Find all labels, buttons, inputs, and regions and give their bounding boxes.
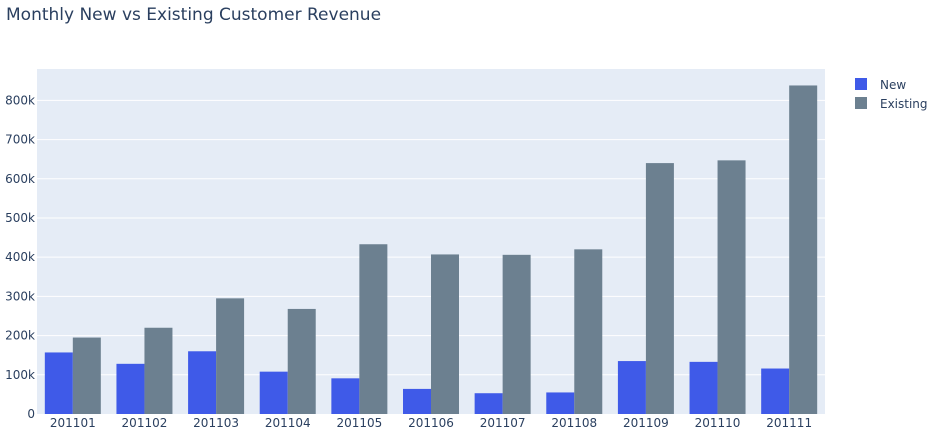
y-tick-label: 300k (5, 289, 35, 303)
bar-existing-201107 (502, 254, 531, 414)
bar-new-201110 (689, 361, 718, 414)
y-tick-label: 400k (5, 250, 35, 264)
y-tick-label: 200k (5, 329, 35, 343)
x-tick-label: 201102 (122, 416, 168, 430)
bar-existing-201105 (359, 244, 388, 414)
x-tick-label: 201104 (265, 416, 311, 430)
x-tick-label: 201103 (193, 416, 239, 430)
legend-label-new: New (880, 78, 906, 92)
bar-new-201108 (546, 392, 575, 414)
bar-existing-201104 (287, 308, 316, 414)
legend: New Existing (855, 78, 928, 111)
legend-swatch-existing (855, 97, 867, 109)
bar-new-201105 (331, 378, 360, 414)
x-tick-label: 201101 (50, 416, 96, 430)
y-tick-label: 500k (5, 211, 35, 225)
y-tick-label: 0 (27, 407, 35, 421)
x-tick-label: 201106 (408, 416, 454, 430)
y-tick-label: 700k (5, 133, 35, 147)
bar-existing-201110 (717, 160, 746, 414)
x-tick-label: 201108 (551, 416, 597, 430)
y-tick-label: 600k (5, 172, 35, 186)
bar-existing-201102 (144, 327, 173, 414)
bar-existing-201106 (431, 254, 459, 414)
bars (44, 85, 818, 414)
bar-existing-201109 (645, 163, 674, 414)
legend-swatch-new (855, 78, 867, 90)
bar-existing-201108 (574, 249, 603, 414)
x-tick-label: 201110 (695, 416, 741, 430)
bar-new-201103 (188, 351, 217, 414)
x-tick-label: 201107 (480, 416, 526, 430)
y-tick-label: 100k (5, 368, 35, 382)
bar-existing-201101 (72, 337, 101, 414)
y-axis: 0 100k 200k 300k 400k 500k 600k 700k 800k (5, 93, 35, 421)
x-tick-label: 201109 (623, 416, 669, 430)
bar-existing-201111 (789, 85, 818, 414)
x-axis: 201101 201102 201103 201104 201105 201106 2011… (50, 416, 812, 430)
bar-new-201106 (403, 388, 431, 414)
x-tick-label: 201111 (766, 416, 812, 430)
chart-title: Monthly New vs Existing Customer Revenue (6, 5, 381, 25)
bar-new-201101 (44, 352, 73, 414)
bar-new-201107 (474, 393, 503, 414)
legend-label-existing: Existing (880, 97, 928, 111)
bar-new-201104 (259, 371, 288, 414)
y-tick-label: 800k (5, 93, 35, 107)
bar-new-201109 (617, 361, 646, 414)
bar-new-201111 (761, 368, 790, 414)
bar-existing-201103 (216, 298, 245, 414)
bar-new-201102 (116, 363, 145, 414)
x-tick-label: 201105 (336, 416, 382, 430)
